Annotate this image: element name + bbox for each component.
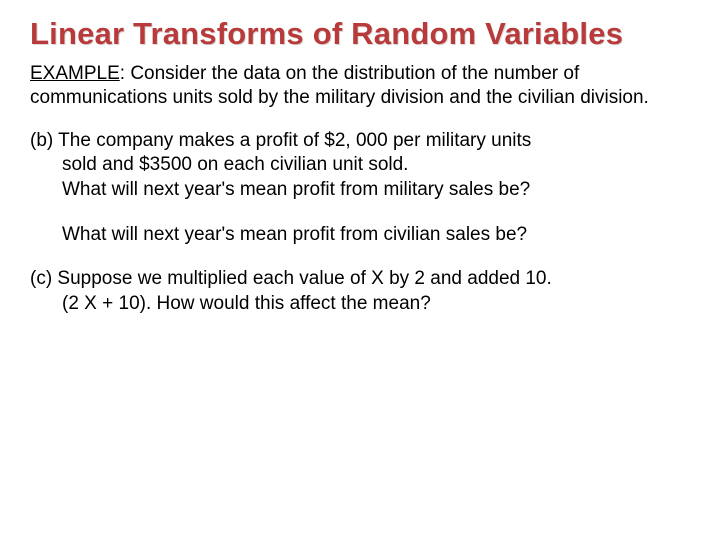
part-c-marker: (c) <box>30 268 52 289</box>
part-b-line1-wrap: (b) The company makes a profit of $2, 00… <box>30 129 690 154</box>
example-label: EXAMPLE <box>30 63 120 84</box>
part-c-line1-wrap: (c) Suppose we multiplied each value of … <box>30 267 690 292</box>
part-b-line2: sold and $3500 on each civilian unit sol… <box>30 153 690 178</box>
part-c-line2: (2 X + 10). How would this affect the me… <box>30 292 690 317</box>
part-b-line1: The company makes a profit of $2, 000 pe… <box>58 130 531 151</box>
part-b: (b) The company makes a profit of $2, 00… <box>30 129 690 203</box>
example-text: : Consider the data on the distribution … <box>30 63 649 108</box>
example-paragraph: EXAMPLE: Consider the data on the distri… <box>30 62 690 111</box>
part-c: (c) Suppose we multiplied each value of … <box>30 267 690 316</box>
part-b-question2: What will next year's mean profit from c… <box>30 223 690 248</box>
slide-title: Linear Transforms of Random Variables <box>30 16 690 52</box>
part-b-marker: (b) <box>30 130 53 151</box>
part-b-line3: What will next year's mean profit from m… <box>30 178 690 203</box>
part-c-line1: Suppose we multiplied each value of X by… <box>52 268 552 289</box>
slide-container: Linear Transforms of Random Variables EX… <box>0 0 720 540</box>
